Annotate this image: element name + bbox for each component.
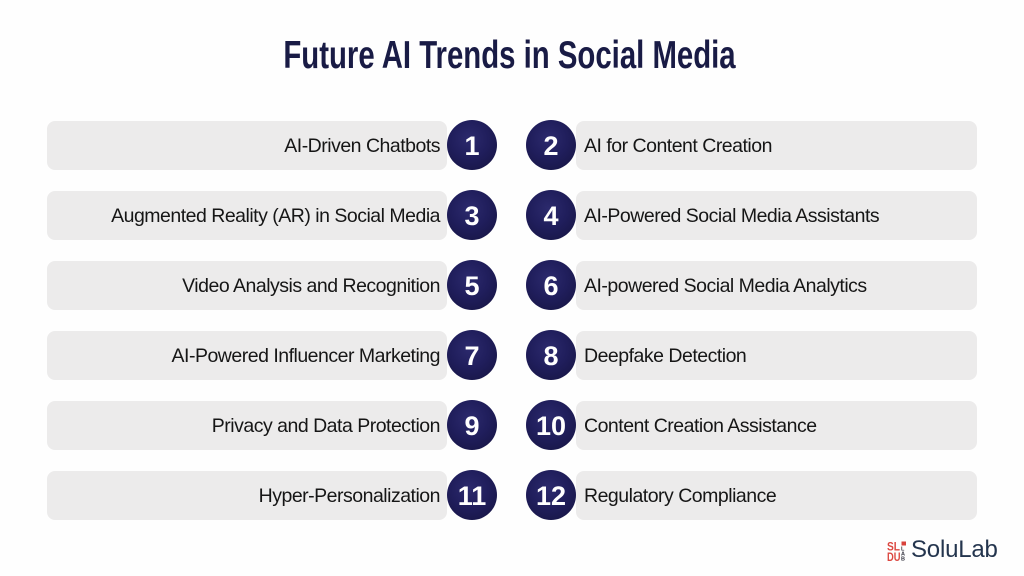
svg-text:DU: DU xyxy=(887,550,901,562)
svg-text:L: L xyxy=(901,547,905,553)
svg-text:SL: SL xyxy=(887,540,900,554)
svg-text:A: A xyxy=(901,552,905,558)
svg-text:B: B xyxy=(901,557,905,563)
